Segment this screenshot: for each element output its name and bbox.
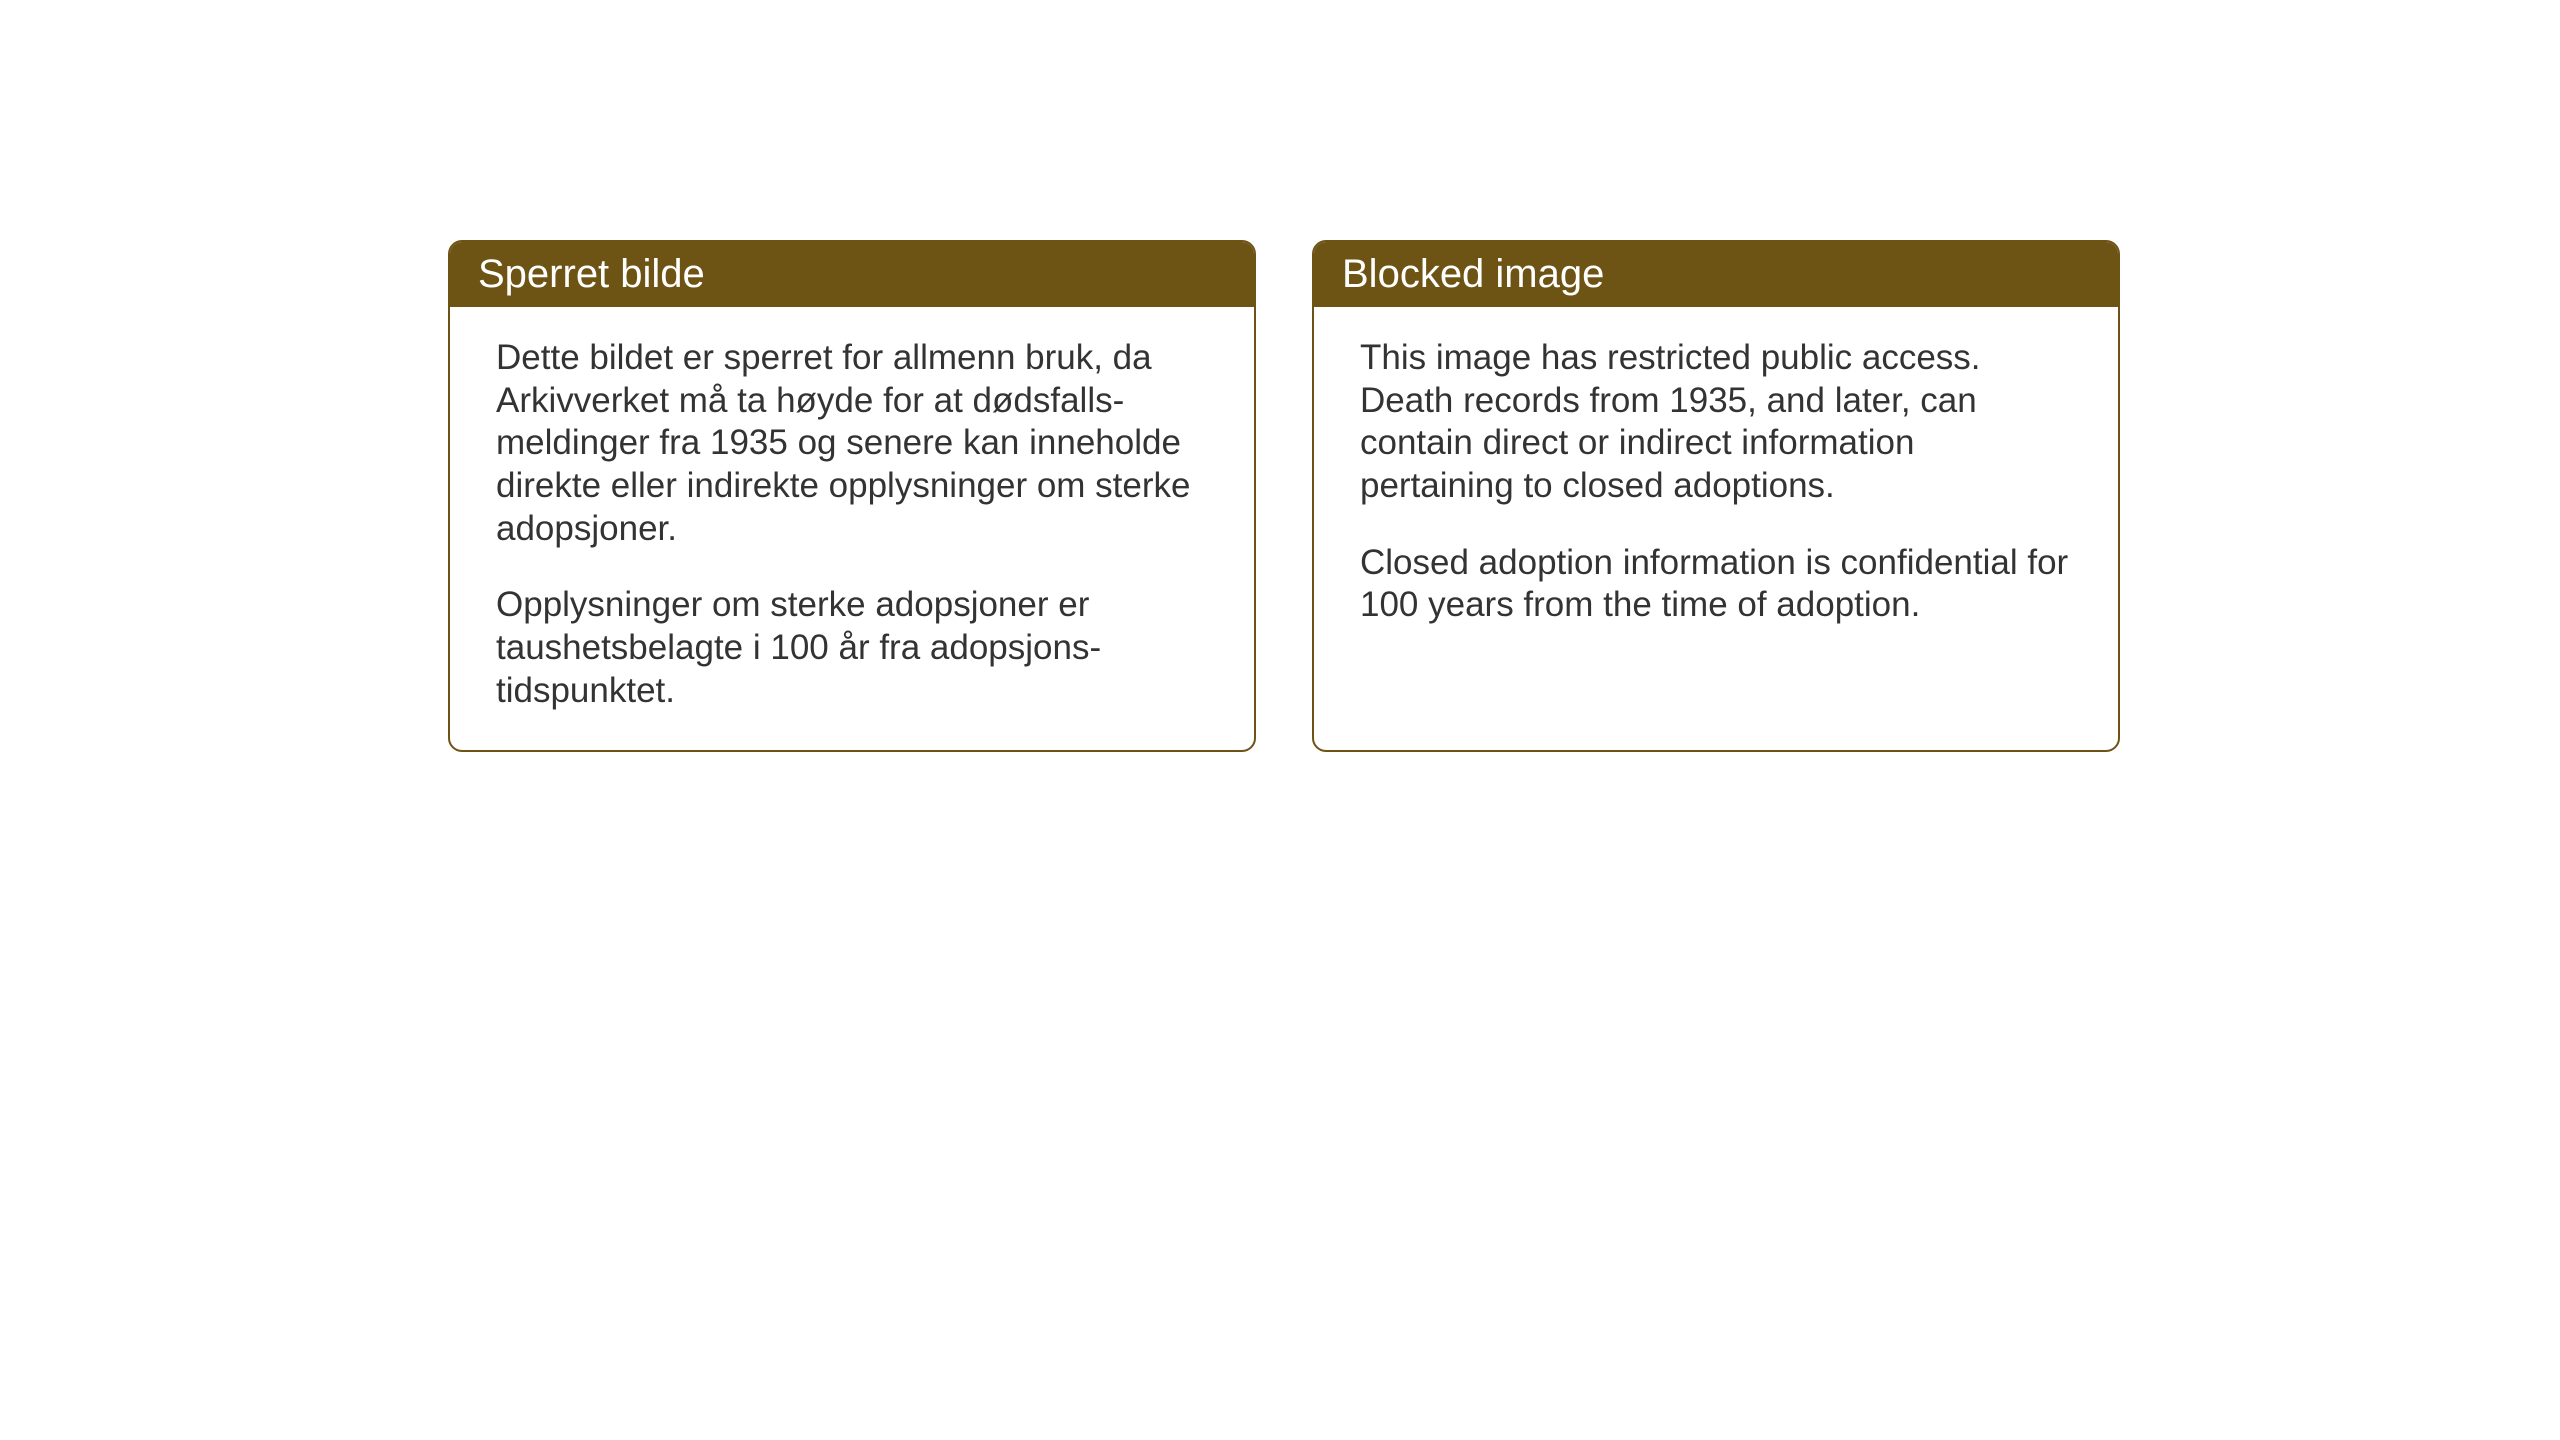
- norwegian-card: Sperret bilde Dette bildet er sperret fo…: [448, 240, 1256, 752]
- info-cards-container: Sperret bilde Dette bildet er sperret fo…: [448, 240, 2120, 752]
- english-card-header: Blocked image: [1314, 242, 2118, 307]
- english-card: Blocked image This image has restricted …: [1312, 240, 2120, 752]
- english-card-title: Blocked image: [1342, 252, 1604, 296]
- norwegian-card-title: Sperret bilde: [478, 252, 705, 296]
- norwegian-card-header: Sperret bilde: [450, 242, 1254, 307]
- english-paragraph-1: This image has restricted public access.…: [1360, 337, 2072, 508]
- norwegian-card-body: Dette bildet er sperret for allmenn bruk…: [450, 307, 1254, 752]
- english-paragraph-2: Closed adoption information is confident…: [1360, 542, 2072, 627]
- norwegian-paragraph-1: Dette bildet er sperret for allmenn bruk…: [496, 337, 1208, 550]
- english-card-body: This image has restricted public access.…: [1314, 307, 2118, 667]
- norwegian-paragraph-2: Opplysninger om sterke adopsjoner er tau…: [496, 584, 1208, 712]
